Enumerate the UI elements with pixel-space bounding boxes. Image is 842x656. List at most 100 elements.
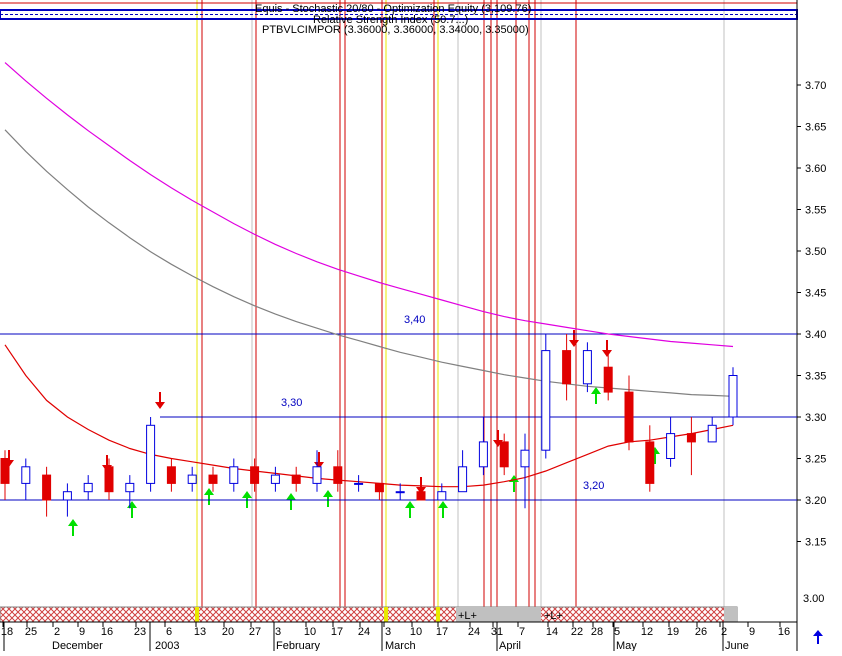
bottom-band	[0, 606, 797, 623]
candle-body	[603, 366, 613, 393]
x-tick-label: 14	[546, 626, 558, 638]
candle-body	[666, 433, 676, 460]
month-label: April	[499, 640, 521, 651]
candle-body	[624, 391, 634, 443]
x-tick-label: 16	[778, 626, 790, 638]
candle-body	[707, 424, 717, 443]
candle-body	[416, 491, 426, 501]
x-tick-label: 17	[436, 626, 448, 638]
month-label: 2003	[155, 640, 179, 651]
candle-body	[250, 466, 260, 484]
level-label: 3,40	[404, 314, 425, 326]
signal-band-gap	[456, 607, 541, 622]
y-tick-label: 3.45	[805, 288, 826, 300]
y-tick-label: 3.60	[805, 163, 826, 175]
x-tick-label: 3	[275, 626, 281, 638]
candle-body	[458, 466, 468, 493]
candle-body	[395, 491, 405, 494]
sell-arrow	[602, 340, 612, 357]
x-tick-label: 3	[385, 626, 391, 638]
month-label: March	[385, 640, 416, 651]
x-tick-label: 12	[641, 626, 653, 638]
candle-body	[562, 350, 572, 385]
x-tick-label: 25	[25, 626, 37, 638]
x-tick-label: 5	[614, 626, 620, 638]
candle-body	[333, 466, 343, 484]
candle-body	[187, 474, 197, 484]
x-tick-label: 19	[667, 626, 679, 638]
candle-body	[83, 482, 93, 493]
band-label: +L+	[458, 610, 477, 622]
candle-body	[229, 466, 239, 484]
x-tick-label: 18	[1, 626, 13, 638]
x-tick-label: 23	[134, 626, 146, 638]
candle-body	[62, 491, 72, 501]
x-tick-label: 2	[54, 626, 60, 638]
candle-body	[104, 466, 114, 493]
month-label: June	[725, 640, 749, 651]
x-tick-label: 27	[249, 626, 261, 638]
candle-body	[125, 482, 135, 493]
candle-body	[437, 491, 447, 501]
x-tick-label: 7	[519, 626, 525, 638]
candle-body	[686, 433, 696, 443]
buy-arrow	[438, 501, 448, 518]
x-tick-label: 24	[468, 626, 480, 638]
x-tick-label: 2	[721, 626, 727, 638]
candle-body	[374, 482, 384, 493]
candle-body	[354, 482, 364, 485]
candle-body	[520, 449, 530, 468]
band-mark	[384, 607, 388, 622]
buy-arrow	[323, 490, 333, 507]
x-tick-label: 20	[222, 626, 234, 638]
x-tick-label: 10	[304, 626, 316, 638]
month-label: May	[616, 640, 637, 651]
scroll-arrow[interactable]	[813, 630, 823, 644]
y-tick-label: 3.30	[805, 412, 826, 424]
band-mark	[436, 607, 440, 622]
buy-arrow	[405, 501, 415, 518]
y-tick-label: 3.50	[805, 246, 826, 258]
sell-arrow	[569, 330, 579, 347]
buy-arrow	[68, 519, 78, 536]
band-label: +L+	[544, 610, 563, 622]
signal-band	[0, 606, 738, 623]
y-tick-label: 3.15	[805, 537, 826, 549]
y-tick-label: 3.20	[805, 495, 826, 507]
buy-arrow	[204, 488, 214, 505]
x-tick-label: 22	[571, 626, 583, 638]
moving-average	[4, 62, 734, 348]
x-tick-label: 9	[749, 626, 755, 638]
candle-body	[0, 458, 10, 484]
level-label: 3,20	[583, 480, 604, 492]
x-tick-label: 24	[358, 626, 370, 638]
moving-average	[4, 344, 734, 488]
subpanel-tick: 3.00	[803, 593, 824, 605]
y-tick-label: 3.25	[805, 454, 826, 466]
x-tick-label: 16	[101, 626, 113, 638]
y-tick-label: 3.40	[805, 329, 826, 341]
security: PTBVLCIMPOR (3.36000, 3.36000, 3.34000, …	[262, 24, 529, 36]
title: Equis - Stochastic 20/80 - Optimization …	[255, 3, 531, 15]
y-tick-label: 3.65	[805, 122, 826, 134]
buy-arrow	[286, 493, 296, 510]
band-mark	[195, 607, 199, 622]
candle-body	[270, 474, 280, 484]
candle-body	[21, 466, 31, 484]
vertical-signals	[196, 0, 725, 607]
x-tick-label: 13	[194, 626, 206, 638]
y-tick-label: 3.70	[805, 80, 826, 92]
candle-body	[582, 350, 592, 385]
y-tick-label: 3.35	[805, 371, 826, 383]
candle-body	[146, 424, 156, 484]
buy-arrow	[591, 387, 601, 404]
x-tick-label: 17	[331, 626, 343, 638]
x-tick-label: 10	[410, 626, 422, 638]
x-tick-label: 26	[695, 626, 707, 638]
month-label: February	[276, 640, 321, 651]
month-label: December	[52, 640, 103, 651]
candle-body	[42, 474, 52, 501]
candle-body	[645, 441, 655, 484]
